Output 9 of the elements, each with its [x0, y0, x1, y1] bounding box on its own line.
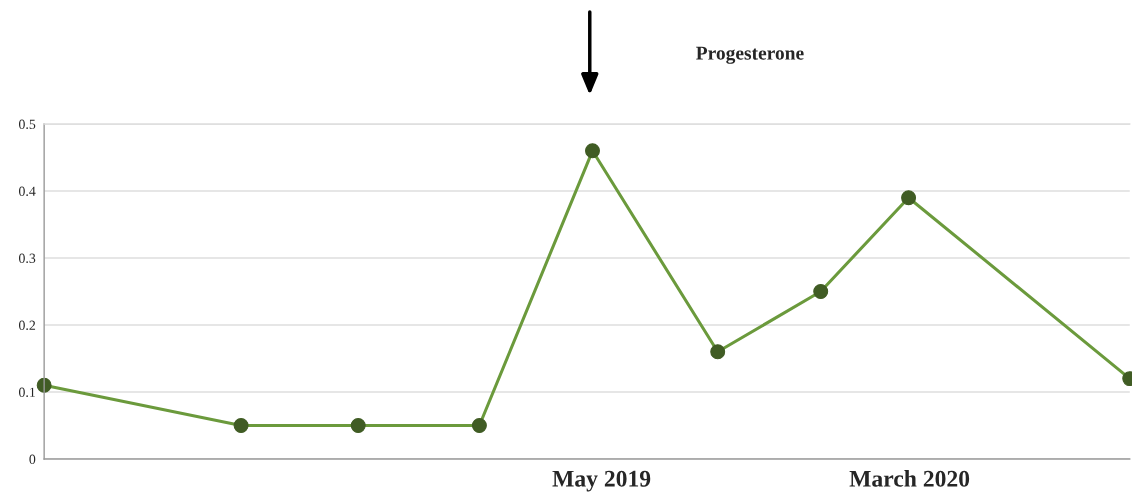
- y-tick-label: 0: [29, 454, 36, 464]
- y-tick-label: 0.3: [18, 253, 36, 264]
- y-tick-label: 0.5: [18, 119, 36, 130]
- y-tick-label: 0.4: [18, 186, 36, 197]
- y-tick-label: 0.2: [18, 320, 36, 331]
- x-tick-label: May 2019: [552, 470, 651, 492]
- text: Progesterone: [696, 46, 804, 64]
- x-tick-label: March 2020: [849, 470, 970, 487]
- y-tick-label: 0.1: [18, 387, 35, 398]
